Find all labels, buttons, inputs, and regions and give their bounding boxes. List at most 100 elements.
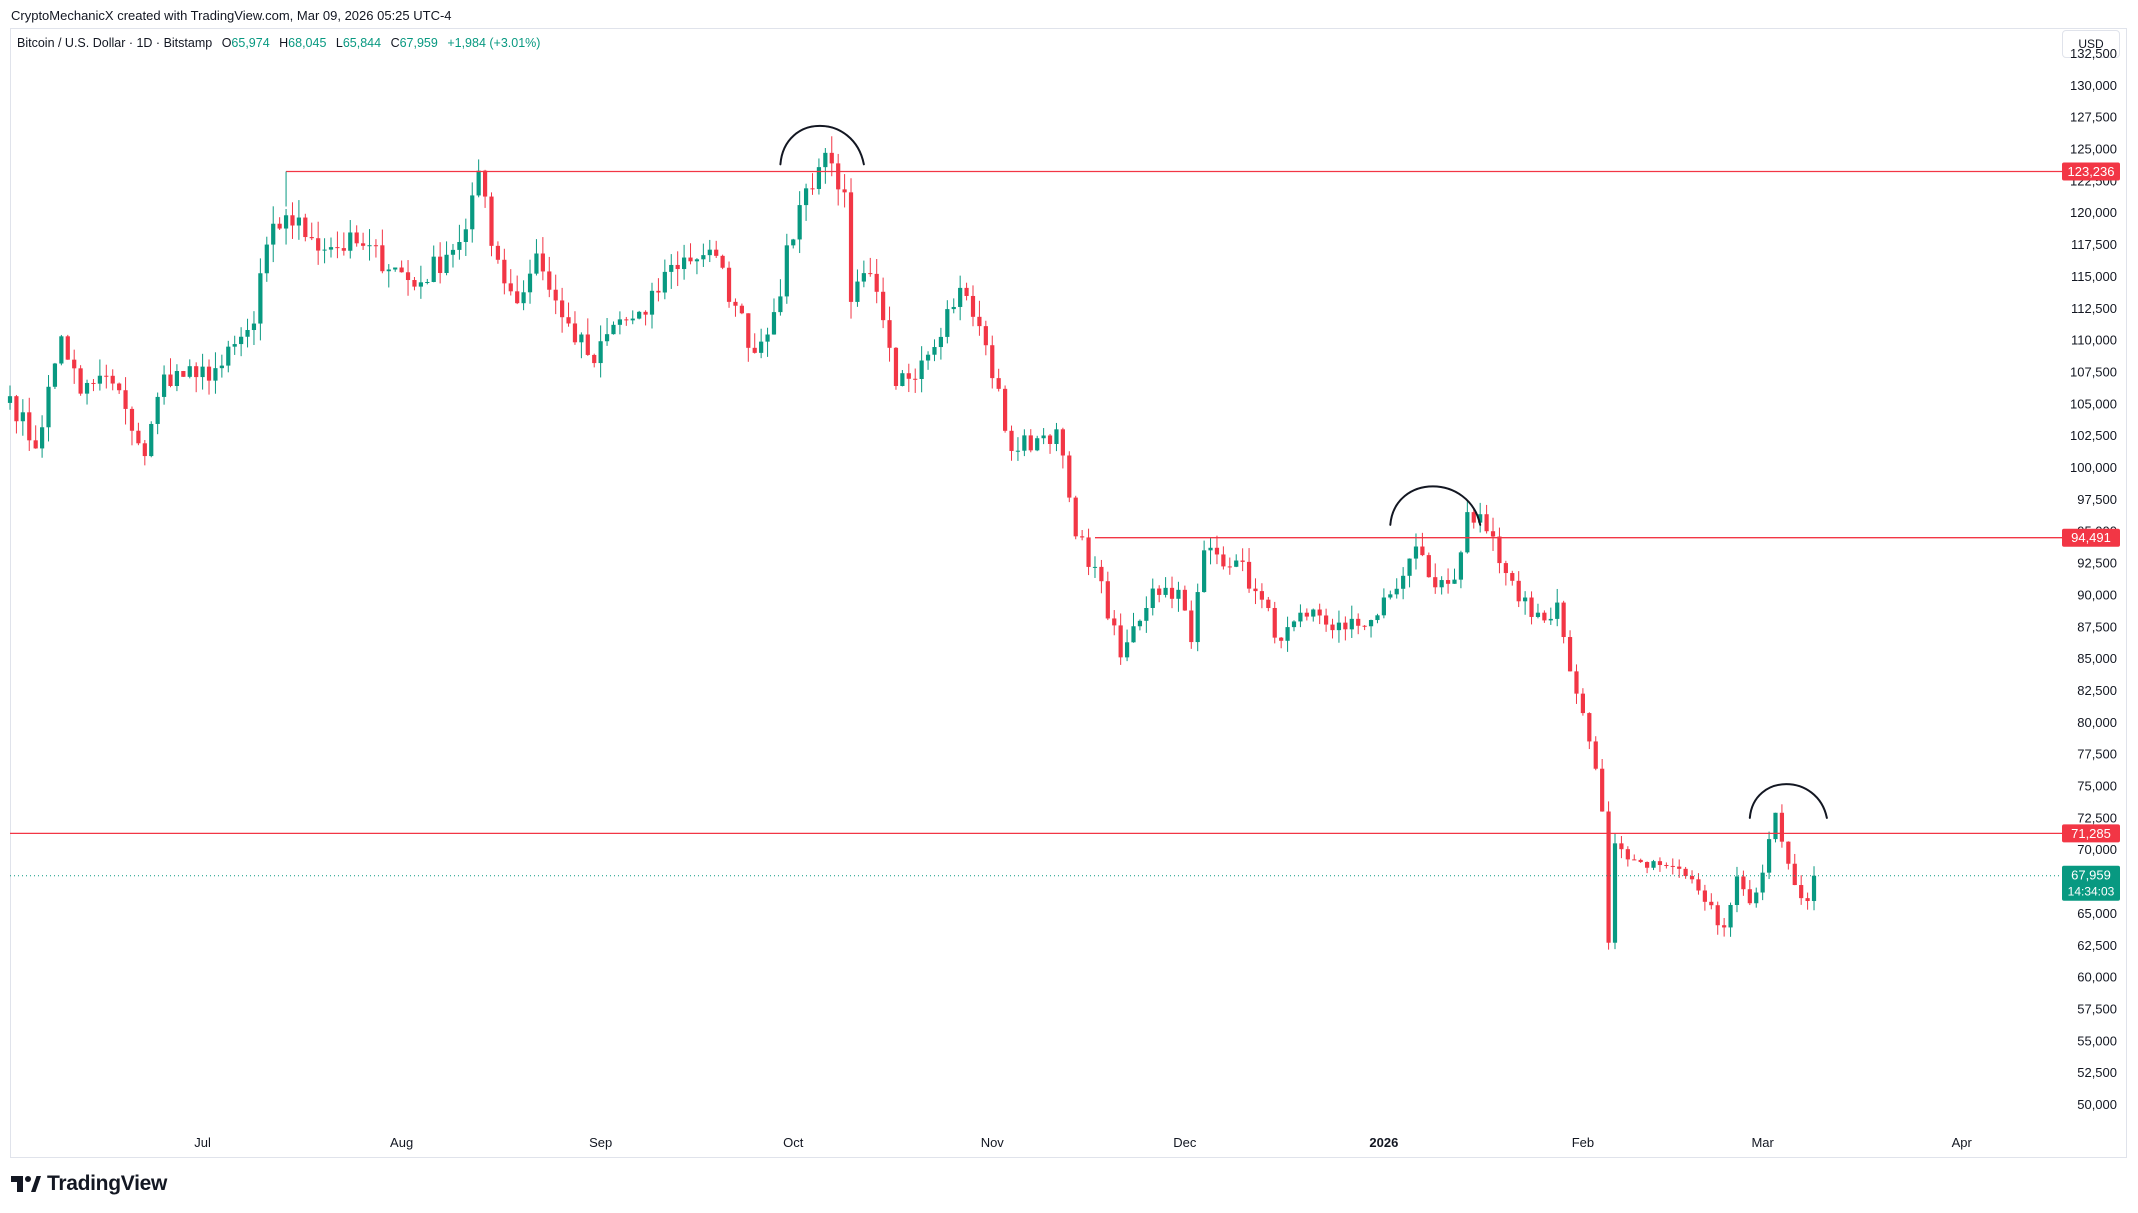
candle-body — [848, 192, 854, 302]
candle — [7, 385, 13, 410]
candle-body — [1401, 575, 1406, 589]
candle-body — [1221, 554, 1226, 567]
candle-body — [881, 291, 886, 321]
candle-body — [181, 371, 186, 377]
candle — [450, 243, 456, 268]
candle-body — [476, 170, 481, 196]
candle — [1394, 578, 1399, 599]
candle — [20, 399, 25, 436]
candle-body — [1169, 587, 1175, 599]
candle-body — [945, 309, 950, 337]
candle — [1112, 610, 1117, 636]
candle-body — [412, 280, 417, 287]
candle-body — [765, 334, 770, 342]
currency-button[interactable]: USD — [2062, 30, 2120, 58]
candle-body — [1664, 865, 1669, 867]
candle — [1445, 568, 1451, 594]
candle-body — [527, 273, 533, 293]
level-price-badge — [2062, 824, 2120, 843]
price-chart[interactable]: 50,000 52,500 55,000 57,500 60,000 62,500 65,0… — [0, 0, 2138, 1160]
candle — [560, 287, 565, 333]
price-tick-label: 77,500 — [2077, 747, 2117, 762]
candle-body — [1773, 812, 1778, 840]
candle — [1234, 554, 1239, 568]
candle — [194, 362, 199, 393]
candle-body — [1445, 580, 1451, 584]
candle-body — [1574, 671, 1579, 694]
candle-body — [1413, 546, 1419, 559]
candle — [14, 394, 19, 434]
candle-body — [1452, 579, 1457, 584]
price-tick-label: 130,000 — [2070, 78, 2117, 93]
candle-body — [983, 326, 988, 346]
candle-body — [1022, 435, 1027, 451]
candle — [1696, 873, 1701, 895]
candle — [200, 353, 205, 390]
candle-body — [560, 300, 565, 318]
candle — [1266, 596, 1271, 612]
candle-body — [1433, 577, 1438, 588]
price-tick-label: 107,500 — [2070, 364, 2117, 379]
candle — [810, 173, 815, 195]
price-tick-label: 75,000 — [2077, 779, 2117, 794]
candle — [1279, 637, 1284, 649]
candle-body — [1555, 602, 1560, 619]
candle-body — [566, 317, 571, 324]
chart-credit: CryptoMechanicX created with TradingView… — [11, 8, 452, 23]
candle-body — [470, 195, 475, 230]
candle — [444, 241, 449, 276]
candle — [1073, 495, 1078, 540]
candle — [1150, 578, 1155, 616]
candle — [438, 242, 443, 284]
candle — [1702, 884, 1707, 911]
price-tick-label: 127,500 — [2070, 110, 2117, 125]
candle — [1067, 451, 1072, 503]
candle-body — [1202, 550, 1207, 593]
candle — [1304, 608, 1309, 621]
candle — [309, 222, 314, 241]
candle — [566, 302, 571, 327]
candle — [669, 254, 674, 289]
candle — [380, 229, 385, 274]
candle-body — [52, 363, 58, 387]
tradingview-brand[interactable]: TradingView — [11, 1172, 167, 1196]
candle — [855, 269, 860, 307]
candle-body — [1285, 627, 1290, 641]
open-label: O — [221, 36, 232, 50]
candle-body — [842, 189, 847, 193]
candle — [694, 258, 700, 275]
candle-body — [1368, 620, 1374, 627]
candle — [1773, 812, 1778, 843]
candle-body — [1715, 905, 1720, 926]
candle — [1368, 619, 1374, 638]
candle — [1054, 422, 1059, 452]
candle-body — [951, 306, 956, 310]
candle-body — [1163, 587, 1168, 595]
candle-body — [226, 346, 231, 366]
candle — [1195, 583, 1200, 652]
candle-body — [675, 264, 680, 270]
candle-body — [534, 253, 539, 274]
candle-body — [418, 282, 423, 287]
candle-body — [495, 245, 501, 260]
price-tick-label: 87,500 — [2077, 619, 2117, 634]
candle — [1664, 862, 1669, 869]
candle — [803, 183, 809, 221]
candle-body — [399, 267, 404, 273]
symbol-name[interactable]: Bitcoin / U.S. Dollar · 1D · Bitstamp — [17, 36, 213, 50]
candle — [784, 233, 789, 304]
candle-body — [1157, 588, 1162, 595]
candle-body — [1792, 863, 1797, 886]
candle-body — [1131, 626, 1136, 643]
candle-body — [1805, 898, 1810, 902]
candle — [361, 232, 366, 250]
candle-body — [97, 375, 102, 384]
candle-body — [771, 312, 777, 335]
candle-body — [669, 264, 674, 272]
candle — [1124, 629, 1130, 662]
candle — [1478, 502, 1483, 533]
candle-body — [515, 291, 520, 304]
candle — [925, 351, 931, 370]
candle-body — [1246, 561, 1252, 589]
candle — [765, 327, 770, 357]
